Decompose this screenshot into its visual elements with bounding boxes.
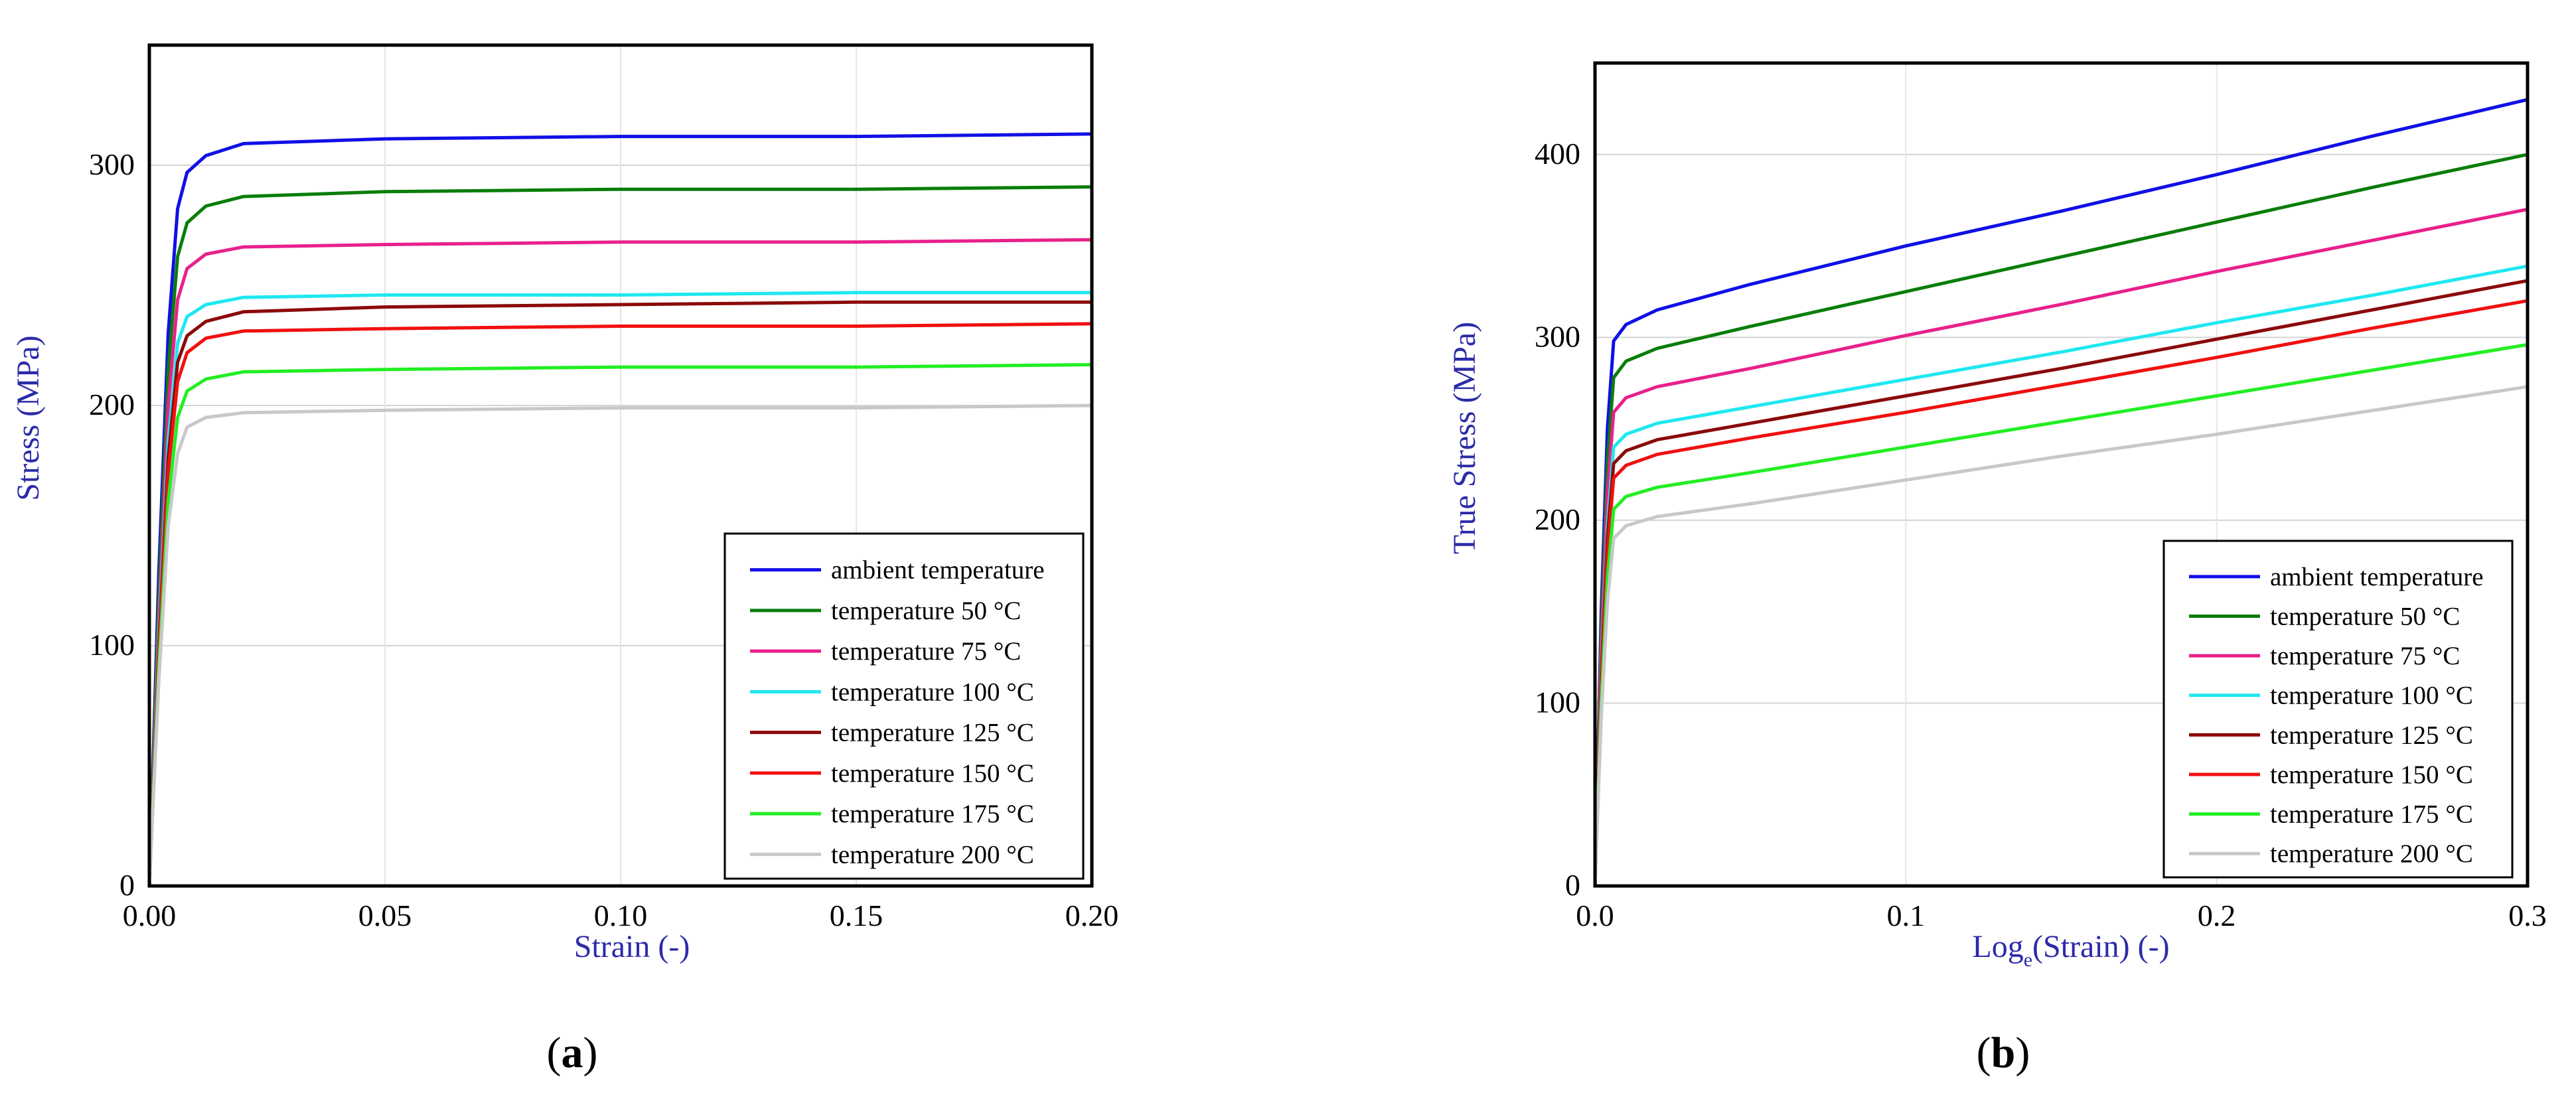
x-axis-label: Loge(Strain) (-) (1972, 929, 2169, 971)
legend-entry-label: temperature 150 °C (2270, 761, 2473, 789)
x-tick-label: 0.15 (830, 899, 883, 932)
legend-entry-label: temperature 200 °C (831, 840, 1034, 869)
y-axis-label: Stress (MPa) (11, 335, 46, 500)
legend-entry-label: temperature 150 °C (831, 759, 1034, 788)
legend-entry-label: temperature 175 °C (2270, 800, 2473, 829)
series-line-8 (147, 403, 1093, 887)
caption-paren-close: ) (2015, 1029, 2030, 1077)
legend-entry-label: temperature 200 °C (2270, 839, 2473, 868)
x-tick-label: 0.0 (1576, 899, 1614, 932)
y-tick-label: 100 (1535, 685, 1580, 719)
legend-entry-label: temperature 125 °C (2270, 721, 2473, 749)
caption-paren-open: ( (1977, 1029, 1991, 1077)
legend-box (2162, 540, 2514, 879)
caption-paren-close: ) (583, 1029, 598, 1077)
x-tick-label: 0.1 (1887, 899, 1926, 932)
y-tick-label: 200 (1535, 502, 1580, 536)
y-tick-label: 100 (89, 628, 135, 662)
x-tick-label: 0.20 (1065, 899, 1119, 932)
legend-entry-label: temperature 100 °C (831, 678, 1034, 706)
panel-caption: (b) (1977, 1029, 2030, 1077)
x-axis-label: Strain (-) (574, 929, 690, 964)
legend-entry-label: ambient temperature (831, 556, 1045, 585)
legend-entry-label: temperature 125 °C (831, 719, 1034, 747)
legend-entry-label: temperature 50 °C (831, 597, 1021, 625)
legend-entry-label: temperature 75 °C (2270, 642, 2460, 670)
legend-entry-label: temperature 75 °C (831, 637, 1021, 666)
y-tick-label: 200 (89, 388, 135, 421)
caption-letter: a (562, 1029, 583, 1077)
x-tick-label: 0.10 (594, 899, 648, 932)
chart-panel-b: 0 100 200 300 400 0.0 0.1 0.2 0.3 True Stress (MP… (1447, 61, 2547, 1077)
x-axis-label-prefix: Log (1972, 929, 2023, 964)
x-tick-label: 0.2 (2198, 899, 2236, 932)
y-tick-label: 0 (1565, 868, 1580, 902)
y-tick-label: 300 (1535, 319, 1580, 353)
x-tick-label: 0.05 (358, 899, 412, 932)
panel-caption: (a) (547, 1029, 598, 1077)
legend-entry-label: temperature 100 °C (2270, 682, 2473, 710)
x-axis-label-suffix: (Strain) (-) (2032, 929, 2170, 964)
legend-entry-label: temperature 175 °C (831, 800, 1034, 828)
legend-box (723, 532, 1085, 880)
plot-frame (147, 43, 1094, 888)
legend-entry-label: ambient temperature (2270, 563, 2484, 591)
plot-frame (1593, 61, 2530, 888)
y-axis-label: True Stress (MPa) (1447, 322, 1482, 554)
series-line-8 (1593, 385, 2528, 887)
y-tick-label: 0 (119, 868, 135, 902)
chart-panel-a: 0 100 200 300 0.00 0.05 0.10 0.15 0.20 Stress (MP… (11, 43, 1119, 1077)
caption-paren-open: ( (547, 1029, 562, 1077)
x-tick-label: 0.00 (123, 899, 177, 932)
x-tick-label: 0.3 (2508, 899, 2547, 932)
x-axis-label-subscript: e (2024, 949, 2032, 971)
caption-letter: b (1991, 1029, 2016, 1077)
y-tick-label: 300 (89, 147, 135, 181)
y-tick-label: 400 (1535, 137, 1580, 171)
legend-entry-label: temperature 50 °C (2270, 602, 2460, 630)
